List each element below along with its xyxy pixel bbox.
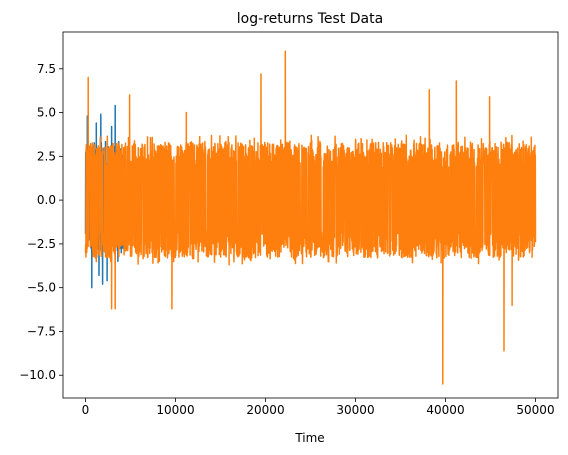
x-axis-label: Time	[294, 431, 324, 445]
y-tick-label: −10.0	[19, 368, 56, 382]
x-tick-label: 0	[82, 403, 90, 417]
y-tick-label: 5.0	[37, 106, 56, 120]
plot-frame	[62, 31, 559, 399]
x-axis: 0 10000 20000 30000 40000 50000	[82, 398, 555, 417]
x-tick-label: 30000	[336, 403, 374, 417]
plot-area	[84, 50, 537, 385]
y-axis: 7.5 5.0 2.5 0.0 −2.5 −5.0 −7.5 −10.0	[19, 62, 63, 382]
x-tick-label: 50000	[516, 403, 554, 417]
x-tick-label: 10000	[156, 403, 194, 417]
x-tick-label: 20000	[246, 403, 284, 417]
chart-title: log-returns Test Data	[237, 11, 383, 27]
series-layer	[84, 50, 537, 385]
y-tick-label: 7.5	[37, 62, 56, 76]
y-tick-label: −7.5	[27, 324, 56, 338]
y-tick-label: −5.0	[27, 281, 56, 295]
y-tick-label: 0.0	[37, 193, 56, 207]
y-tick-label: −2.5	[27, 237, 56, 251]
x-tick-label: 40000	[426, 403, 464, 417]
y-tick-label: 2.5	[37, 149, 56, 163]
series-2-line	[84, 50, 537, 385]
